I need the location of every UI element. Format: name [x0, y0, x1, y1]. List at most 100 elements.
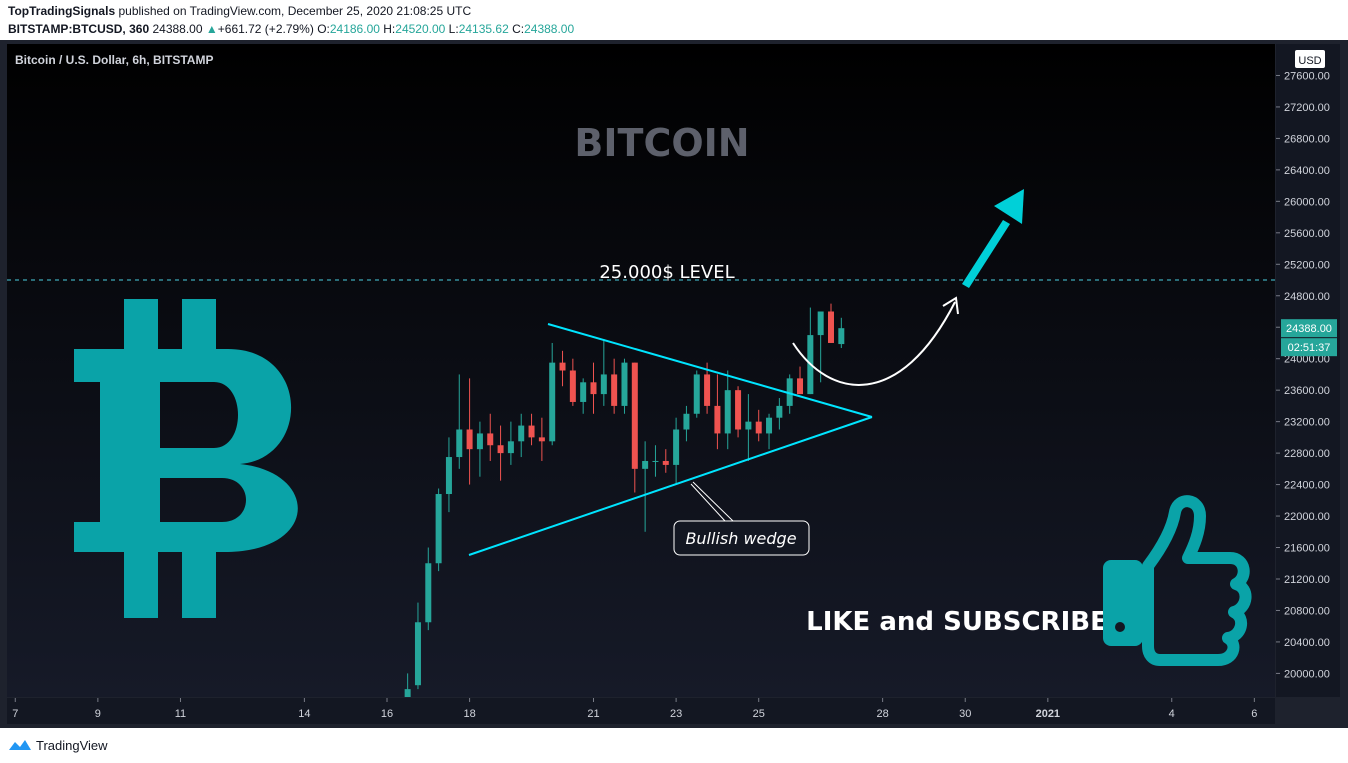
candle[interactable]	[673, 417, 680, 485]
candle-body	[445, 457, 452, 495]
candle[interactable]	[600, 339, 607, 406]
candle[interactable]	[538, 417, 545, 461]
wedge-lower-line[interactable]	[468, 416, 873, 556]
candle[interactable]	[621, 358, 628, 414]
candle[interactable]	[404, 673, 411, 697]
candle[interactable]	[797, 366, 804, 395]
change-value: +661.72 (+2.79%)	[217, 22, 314, 36]
publish-info: TopTradingSignals published on TradingVi…	[8, 4, 471, 18]
candle[interactable]	[662, 449, 669, 473]
candle[interactable]	[580, 378, 587, 414]
x-tick-label: 21	[587, 708, 599, 720]
x-tick-label: 30	[959, 708, 971, 720]
candle[interactable]	[435, 488, 442, 572]
symbol-label: BITSTAMP:BTCUSD, 360	[8, 22, 150, 36]
candle[interactable]	[724, 370, 731, 450]
candle-body	[528, 425, 535, 438]
callout-box[interactable]	[673, 520, 810, 556]
candle[interactable]	[476, 421, 483, 477]
candle-body	[683, 413, 690, 430]
candle[interactable]	[735, 386, 742, 438]
wedge-upper-line[interactable]	[547, 323, 873, 418]
candle-body	[600, 374, 607, 395]
candle-body	[786, 378, 793, 406]
candlestick-series[interactable]	[404, 303, 845, 697]
y-tick-label: 25200.00	[1284, 259, 1330, 271]
candle[interactable]	[776, 398, 783, 430]
y-tick-label: 22800.00	[1284, 448, 1330, 460]
candle[interactable]	[456, 374, 463, 469]
candle[interactable]	[704, 362, 711, 414]
candle[interactable]	[766, 413, 773, 450]
candle[interactable]	[559, 350, 566, 387]
wedge-label: Bullish wedge	[685, 529, 796, 548]
candle[interactable]	[425, 547, 432, 631]
candle-body	[538, 437, 545, 442]
candle[interactable]	[414, 602, 421, 690]
y-tick-label: 20000.00	[1284, 668, 1330, 680]
y-tick-label: 23200.00	[1284, 417, 1330, 429]
author-name[interactable]: TopTradingSignals	[8, 4, 116, 18]
candle[interactable]	[549, 342, 556, 446]
candle[interactable]	[642, 441, 649, 532]
candle[interactable]	[590, 362, 597, 414]
candle[interactable]	[683, 405, 690, 442]
candle-body	[414, 622, 421, 686]
candle-body	[714, 405, 721, 434]
high-label: H:	[383, 22, 396, 36]
projection-curve[interactable]	[792, 301, 956, 386]
countdown-label: 02:51:37	[1288, 342, 1331, 354]
candle[interactable]	[528, 413, 535, 446]
candle[interactable]	[652, 445, 659, 477]
candle-body	[724, 390, 731, 434]
chart-title: Bitcoin / U.S. Dollar, 6h, BITSTAMP	[15, 53, 213, 67]
candle-body	[838, 328, 845, 345]
projection-arrowhead-icon	[942, 296, 959, 315]
candle[interactable]	[518, 413, 525, 458]
candle[interactable]	[497, 425, 504, 481]
candle-body	[817, 311, 824, 336]
y-tick-label: 21200.00	[1284, 574, 1330, 586]
currency-badge[interactable]	[1295, 50, 1325, 68]
candle[interactable]	[745, 394, 752, 461]
y-tick-label: 22000.00	[1284, 511, 1330, 523]
candle-body	[673, 429, 680, 465]
candle[interactable]	[714, 374, 721, 450]
x-tick-label: 23	[670, 708, 682, 720]
candle[interactable]	[755, 409, 762, 442]
change-arrow-icon: ▲	[205, 22, 218, 36]
candle[interactable]	[817, 311, 824, 383]
candle-body	[735, 390, 742, 430]
candle-body	[797, 378, 804, 395]
candle[interactable]	[487, 413, 494, 461]
price-axis	[1276, 44, 1340, 697]
candle[interactable]	[827, 303, 834, 343]
candle[interactable]	[569, 358, 576, 406]
footer-brand[interactable]: TradingView	[8, 736, 108, 754]
candle[interactable]	[838, 317, 845, 349]
y-tick-label: 20400.00	[1284, 637, 1330, 649]
x-tick-label: 14	[298, 708, 310, 720]
candle[interactable]	[611, 358, 618, 414]
bitcoin-logo-icon	[74, 299, 298, 618]
candle-body	[425, 563, 432, 623]
y-tick-label: 26000.00	[1284, 196, 1330, 208]
close-value: 24388.00	[524, 22, 575, 36]
candle[interactable]	[693, 370, 700, 418]
candle[interactable]	[466, 378, 473, 485]
candle-body	[693, 374, 700, 414]
candle[interactable]	[507, 421, 514, 465]
ohlc-line: BITSTAMP:BTCUSD, 360 24388.00 ▲+661.72 (…	[8, 22, 574, 36]
open-label: O:	[317, 22, 330, 36]
y-tick-label: 26800.00	[1284, 133, 1330, 145]
price-chart[interactable]: Bitcoin / U.S. Dollar, 6h, BITSTAMP 2760…	[0, 40, 1348, 728]
x-axis-ticks: 7 9 11 14 16 18 21 23 25 28 30 2021 4 6	[12, 698, 1257, 720]
y-tick-label: 25600.00	[1284, 228, 1330, 240]
open-value: 24186.00	[329, 22, 380, 36]
candle-body	[745, 421, 752, 430]
candle[interactable]	[631, 362, 638, 493]
low-value: 24135.62	[458, 22, 509, 36]
candle[interactable]	[445, 437, 452, 513]
y-axis-ticks: 27600.00 27200.00 26800.00 26400.00 26000.00…	[1276, 70, 1330, 680]
candle-body	[621, 362, 628, 406]
